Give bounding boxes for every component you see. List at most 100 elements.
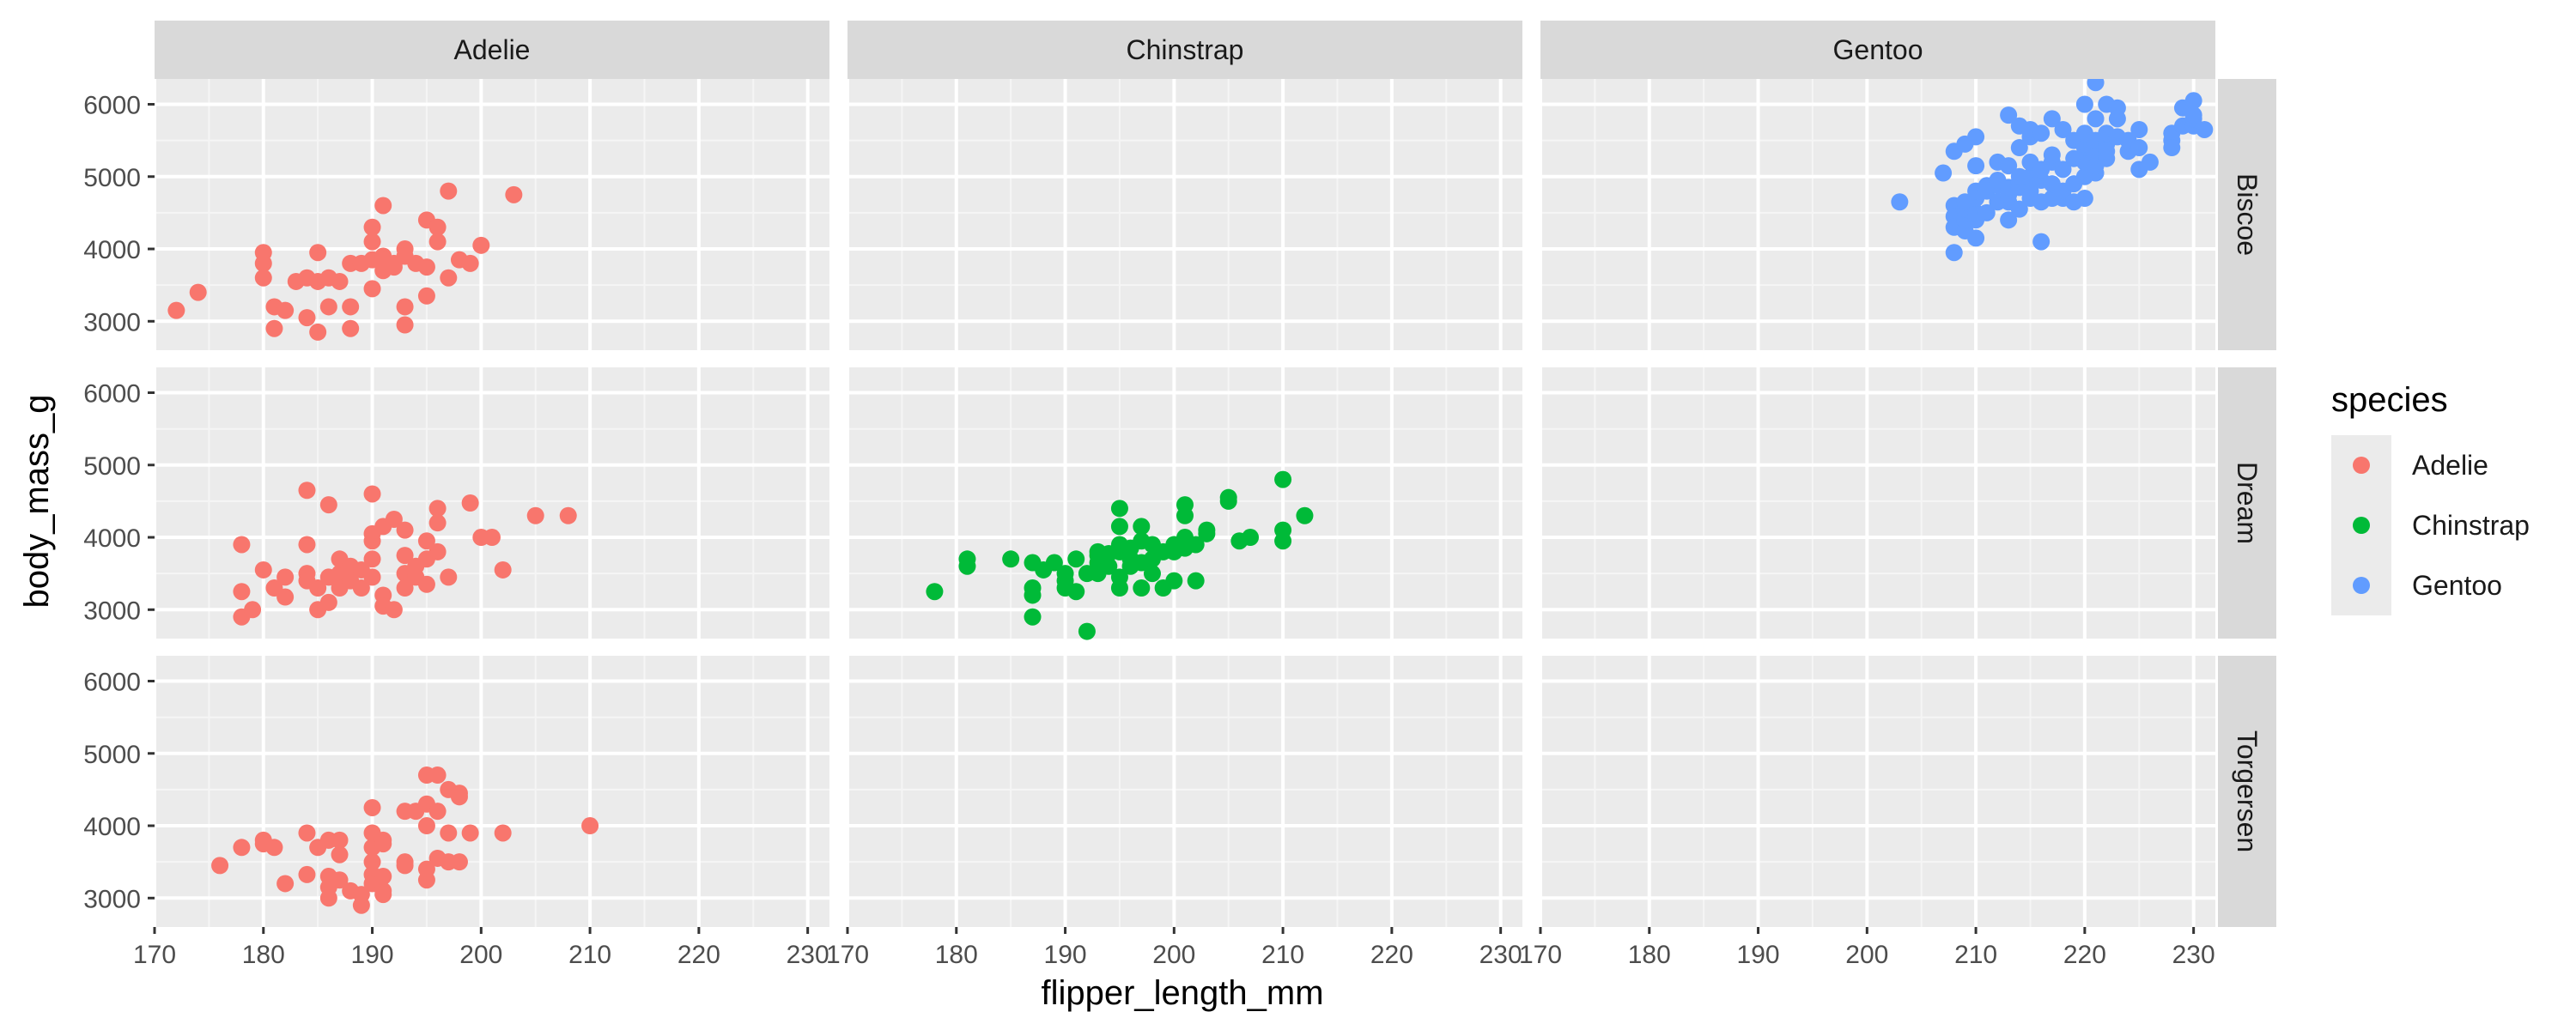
data-point xyxy=(2054,120,2072,138)
data-point xyxy=(276,875,295,893)
data-point xyxy=(1967,229,1985,247)
legend-key-point xyxy=(2353,517,2370,534)
data-point xyxy=(440,182,458,200)
legend-title: species xyxy=(2331,381,2448,419)
data-point xyxy=(298,482,316,500)
strip-label-biscoe: Biscoe xyxy=(2232,173,2263,256)
data-point xyxy=(363,798,381,816)
data-point xyxy=(298,865,316,883)
data-point xyxy=(581,817,599,835)
axes: 3000 4000 5000 6000 3000 4000 5000 6000 3000 4000… xyxy=(83,91,2215,969)
data-point xyxy=(2000,106,2018,124)
y-axis-title: body_mass_g xyxy=(18,394,56,608)
data-point xyxy=(958,557,976,575)
data-point xyxy=(363,853,381,871)
data-point xyxy=(276,568,295,586)
data-point xyxy=(1133,579,1151,597)
data-point xyxy=(1198,521,1216,539)
panel-background xyxy=(155,367,829,639)
data-point xyxy=(1024,586,1042,604)
data-point xyxy=(2196,120,2214,138)
data-point xyxy=(1187,536,1205,554)
data-point xyxy=(396,547,414,565)
data-point xyxy=(374,197,392,215)
data-point xyxy=(428,766,447,785)
data-point xyxy=(1242,529,1260,547)
x-tick-label: 190 xyxy=(1737,941,1780,969)
points-chinstrap-dream xyxy=(926,470,1314,640)
data-point xyxy=(428,233,447,251)
data-point xyxy=(1967,128,1985,146)
data-point xyxy=(1274,532,1292,550)
strip-torgersen xyxy=(2218,656,2276,927)
x-tick-label: 210 xyxy=(568,941,611,969)
x-tick-label: 210 xyxy=(1261,941,1304,969)
data-point xyxy=(2130,120,2148,138)
data-point xyxy=(265,839,283,857)
data-point xyxy=(2141,153,2159,171)
data-point xyxy=(363,550,381,568)
y-tick-label: 5000 xyxy=(83,741,141,769)
panels-layer xyxy=(153,74,2215,927)
data-point xyxy=(254,560,272,579)
data-point xyxy=(417,817,435,835)
y-tick-label: 4000 xyxy=(83,236,141,264)
data-point xyxy=(363,280,381,298)
data-point xyxy=(428,542,447,560)
strip-chinstrap xyxy=(848,21,1522,79)
legend-key-point xyxy=(2353,457,2370,474)
data-point xyxy=(396,298,414,316)
data-point xyxy=(1078,622,1096,640)
panel-background xyxy=(155,79,829,350)
data-point xyxy=(440,568,458,586)
data-point xyxy=(1274,470,1292,488)
data-point xyxy=(363,568,381,586)
data-point xyxy=(526,506,544,524)
data-point xyxy=(298,824,316,842)
data-point xyxy=(331,871,349,889)
legend-entry-gentoo: Gentoo xyxy=(2331,555,2502,615)
y-tick-label: 3000 xyxy=(83,597,141,625)
data-point xyxy=(926,583,944,601)
x-tick-label: 190 xyxy=(1044,941,1087,969)
data-point xyxy=(331,845,349,863)
data-point xyxy=(396,857,414,875)
data-point xyxy=(342,319,360,337)
data-point xyxy=(2087,110,2105,128)
data-point xyxy=(2032,233,2050,251)
y-tick-label: 3000 xyxy=(83,308,141,336)
facet-strips: Adelie Chinstrap Gentoo Biscoe Dream Torgerse… xyxy=(155,21,2276,927)
data-point xyxy=(319,298,337,316)
points-adelie-torgersen xyxy=(211,766,599,914)
panel-adelie-dream xyxy=(153,367,829,639)
data-point xyxy=(331,831,349,849)
data-point xyxy=(2000,157,2018,175)
y-tick-label: 6000 xyxy=(83,91,141,119)
data-point xyxy=(1045,554,1063,572)
data-point xyxy=(450,785,468,803)
data-point xyxy=(374,886,392,904)
data-point xyxy=(233,839,251,857)
data-point xyxy=(1945,244,1963,262)
data-point xyxy=(428,500,447,518)
data-point xyxy=(1187,572,1205,590)
y-tick-label: 4000 xyxy=(83,813,141,841)
data-point xyxy=(494,560,512,579)
data-point xyxy=(417,860,435,878)
x-tick-label: 180 xyxy=(242,941,285,969)
x-tick-label: 220 xyxy=(1370,941,1413,969)
data-point xyxy=(2098,142,2116,161)
panel-gentoo-torgersen xyxy=(1539,656,2215,927)
data-point xyxy=(396,521,414,539)
y-tick-label: 6000 xyxy=(83,379,141,408)
data-point xyxy=(559,506,577,524)
panel-adelie-biscoe xyxy=(153,79,829,350)
data-point xyxy=(2075,190,2093,208)
strip-adelie xyxy=(155,21,829,79)
data-point xyxy=(2021,182,2039,200)
panel-background xyxy=(1540,79,2215,350)
data-point xyxy=(244,601,262,619)
data-point xyxy=(417,287,435,305)
data-point xyxy=(2043,146,2061,164)
y-tick-label: 5000 xyxy=(83,164,141,192)
